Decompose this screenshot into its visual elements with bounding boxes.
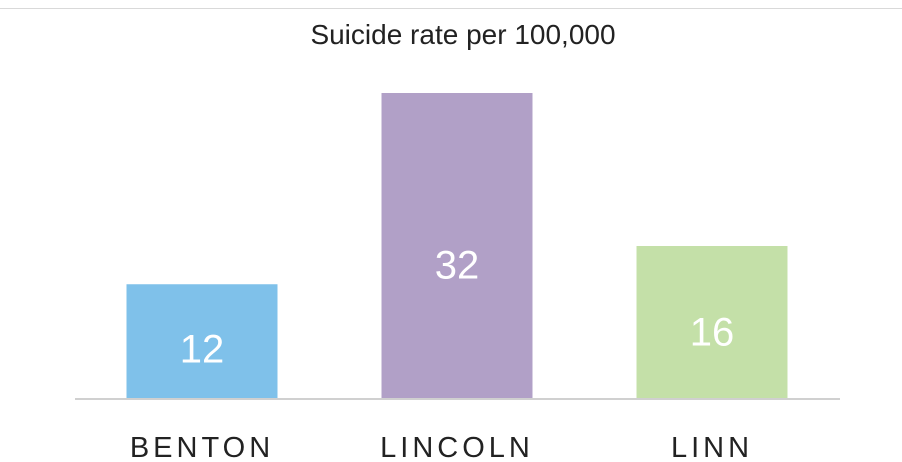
bar-linn — [636, 246, 788, 399]
bar-benton — [126, 284, 278, 399]
category-labels-group: BENTON LINCOLN LINN — [130, 432, 753, 462]
category-label-linn: LINN — [671, 432, 753, 462]
bars-group: 12 32 16 — [126, 93, 788, 399]
data-label-linn: 16 — [690, 311, 735, 355]
chart-title: Suicide rate per 100,000 — [310, 19, 615, 50]
bar-lincoln — [381, 93, 533, 399]
data-label-benton: 12 — [180, 328, 225, 372]
data-label-lincoln: 32 — [435, 243, 480, 287]
category-label-lincoln: LINCOLN — [380, 432, 534, 462]
category-label-benton: BENTON — [130, 432, 274, 462]
top-divider — [0, 8, 902, 9]
